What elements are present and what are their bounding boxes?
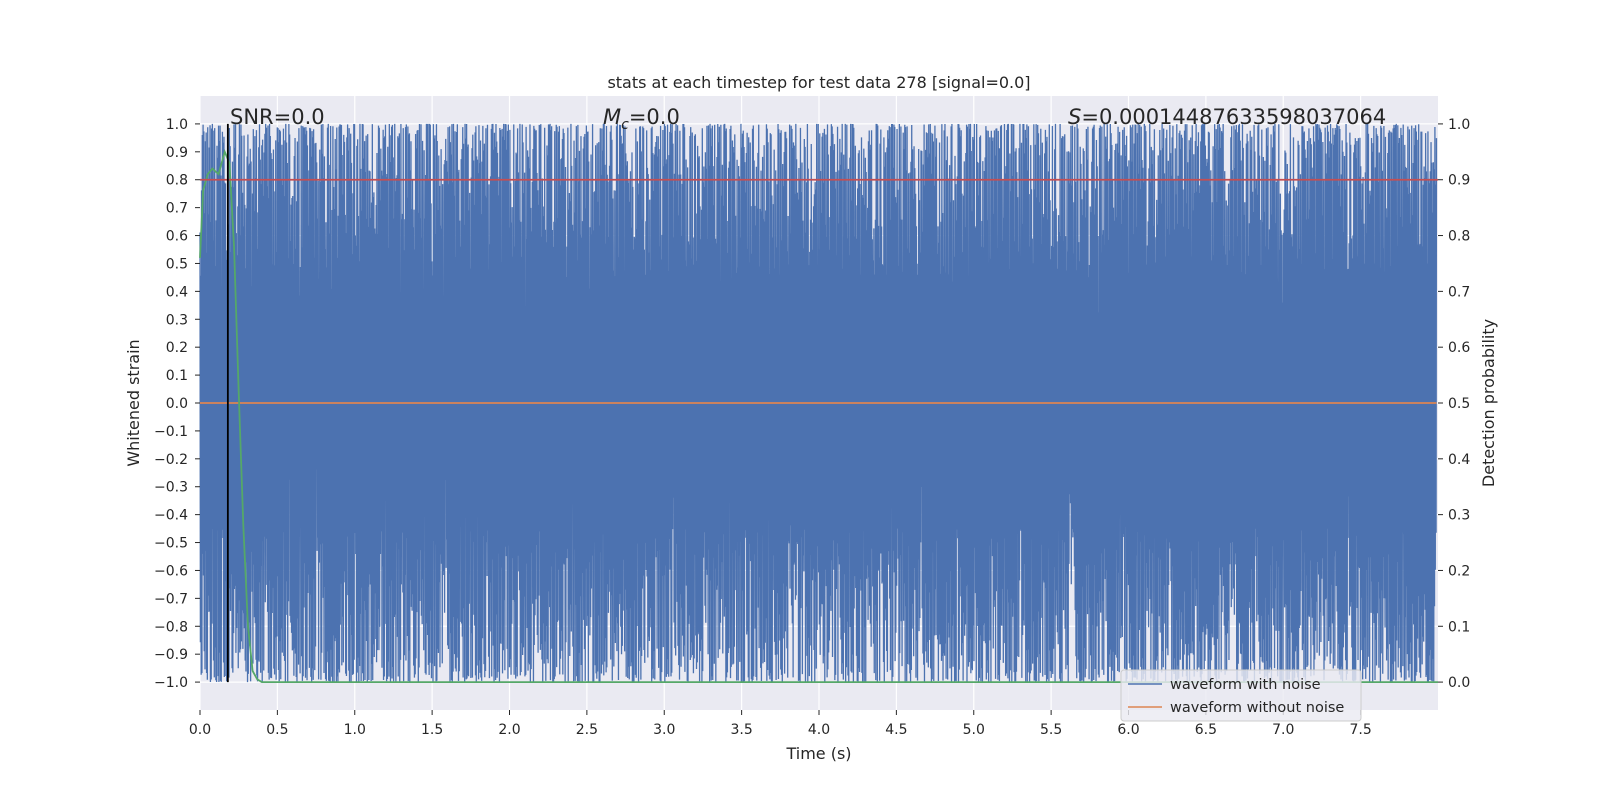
y-tick-label: −0.7 (154, 591, 188, 607)
y-tick-label: −0.5 (154, 536, 188, 552)
mc-symbol: M (603, 105, 621, 129)
y-tick-label: 0.3 (166, 312, 188, 328)
y-tick-label: −0.8 (154, 619, 188, 635)
y-tick-label: −0.3 (154, 480, 188, 496)
chart-title: stats at each timestep for test data 278… (607, 73, 1030, 92)
y-axis-label: Whitened strain (124, 339, 143, 466)
y2-axis-label: Detection probability (1479, 319, 1498, 487)
mc-subscript: c (621, 117, 629, 133)
x-tick-label: 4.5 (885, 722, 907, 738)
x-tick-label: 2.5 (576, 722, 598, 738)
y2-axis-ticks: 1.0 0.9 0.8 0.7 0.6 0.5 0.4 0.3 0.2 0.1 0.0 (1438, 117, 1470, 691)
snr-annotation: SNR=0.0 (230, 105, 325, 129)
y-tick-label: 0.4 (166, 284, 188, 300)
y-tick-label: −0.6 (154, 563, 188, 579)
y2-tick-label: 0.0 (1448, 675, 1470, 691)
y2-tick-label: 0.1 (1448, 619, 1470, 635)
y2-tick-label: 0.4 (1448, 452, 1470, 468)
s-value: =0.00014487633598037064 (1081, 105, 1386, 129)
x-tick-label: 6.0 (1117, 722, 1139, 738)
y2-tick-label: 0.3 (1448, 508, 1470, 524)
y-tick-label: 0.5 (166, 256, 188, 272)
legend-label-clean: waveform without noise (1170, 700, 1344, 716)
x-tick-label: 4.0 (808, 722, 830, 738)
x-tick-label: 7.5 (1349, 722, 1371, 738)
x-tick-label: 2.0 (498, 722, 520, 738)
mc-value: =0.0 (629, 105, 680, 129)
y-tick-label: 0.0 (166, 396, 188, 412)
x-tick-label: 3.5 (730, 722, 752, 738)
y-tick-label: −0.1 (154, 424, 188, 440)
y-tick-label: −1.0 (154, 675, 188, 691)
y2-tick-label: 0.7 (1448, 284, 1470, 300)
legend-box (1120, 669, 1362, 722)
y2-tick-label: 0.5 (1448, 396, 1470, 412)
series-2 (199, 149, 1438, 683)
y-axis-ticks: 1.0 0.9 0.8 0.7 0.6 0.5 0.4 0.3 0.2 0.1 0.0 −0.1 −0.… (154, 117, 200, 691)
y-tick-label: 0.8 (166, 173, 188, 189)
y-tick-label: −0.9 (154, 647, 188, 663)
x-tick-label: 6.5 (1195, 722, 1217, 738)
y-tick-label: −0.2 (154, 452, 188, 468)
y2-tick-label: 0.8 (1448, 229, 1470, 245)
x-tick-label: 0.0 (189, 722, 211, 738)
y2-tick-label: 1.0 (1448, 117, 1470, 133)
y-tick-label: 0.1 (166, 368, 188, 384)
y-tick-label: 1.0 (166, 117, 188, 133)
x-axis-ticks: 0.0 0.5 1.0 1.5 2.0 2.5 3.0 3.5 4.0 4.5 5.0 5.5 6.0 6… (189, 710, 1372, 738)
y-tick-label: 0.6 (166, 229, 188, 245)
y-tick-label: −0.4 (154, 508, 188, 524)
mc-annotation: Mc=0.0 (603, 105, 680, 133)
series-waveform-with-noise (199, 123, 1438, 683)
x-tick-label: 3.0 (653, 722, 675, 738)
noise-series (199, 123, 1438, 683)
legend: waveform with noise waveform without noi… (1120, 669, 1362, 722)
y-tick-label: 0.7 (166, 201, 188, 217)
x-tick-label: 1.0 (344, 722, 366, 738)
y-tick-label: 0.2 (166, 340, 188, 356)
x-tick-label: 7.0 (1272, 722, 1294, 738)
y2-tick-label: 0.9 (1448, 173, 1470, 189)
x-tick-label: 5.5 (1040, 722, 1062, 738)
x-axis-label: Time (s) (785, 744, 851, 763)
s-annotation: S=0.00014487633598037064 (1068, 105, 1386, 129)
y2-tick-label: 0.6 (1448, 340, 1470, 356)
legend-label-noise: waveform with noise (1170, 677, 1321, 693)
y-tick-label: 0.9 (166, 145, 188, 161)
s-symbol: S (1068, 105, 1081, 129)
series-lines (199, 123, 1438, 683)
y2-tick-label: 0.2 (1448, 563, 1470, 579)
x-tick-label: 0.5 (266, 722, 288, 738)
x-tick-label: 5.0 (963, 722, 985, 738)
x-tick-label: 1.5 (421, 722, 443, 738)
